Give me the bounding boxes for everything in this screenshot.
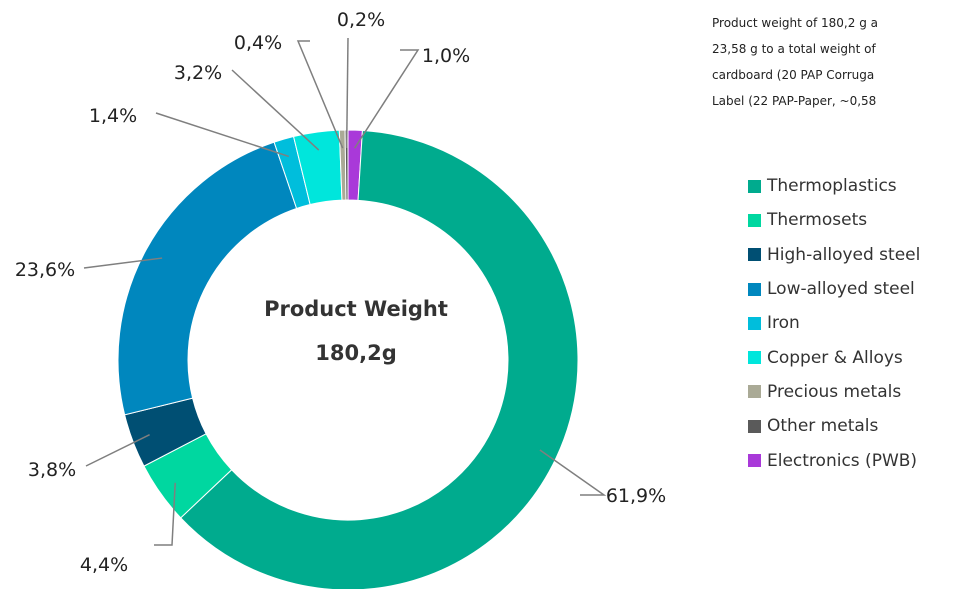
note-line: 23,58 g to a total weight of <box>712 42 876 56</box>
center-label-line-1: Product Weight <box>264 297 448 321</box>
legend-item: High-alloyed steel <box>748 238 920 272</box>
leader-line <box>83 257 163 269</box>
data-label: 0,2% <box>337 9 385 31</box>
legend-item: Thermosets <box>748 203 920 237</box>
data-label: 61,9% <box>606 485 666 507</box>
center-label-line-2: 180,2g <box>315 341 396 365</box>
legend-item: Electronics (PWB) <box>748 443 920 477</box>
data-label: 4,4% <box>80 554 128 576</box>
note-line: Product weight of 180,2 g a <box>712 16 878 30</box>
note-line: cardboard (20 PAP Corruga <box>712 68 875 82</box>
data-label: 1,4% <box>89 105 137 127</box>
legend-label: Thermosets <box>767 210 868 231</box>
legend: Thermoplastics Thermosets High-alloyed ste… <box>748 169 920 478</box>
legend-label: Copper & Alloys <box>767 347 903 368</box>
description-note: Product weight of 180,2 g a 23,58 g to a… <box>712 10 954 114</box>
leader-line <box>231 69 320 151</box>
leader-lines <box>83 37 607 546</box>
legend-label: Thermoplastics <box>767 176 897 197</box>
legend-swatch <box>748 385 761 399</box>
data-label: 3,8% <box>28 459 76 481</box>
legend-item: Iron <box>748 306 920 340</box>
legend-swatch <box>748 351 761 365</box>
leader-line <box>154 482 176 546</box>
legend-label: High-alloyed steel <box>767 244 921 265</box>
leader-line <box>539 449 607 496</box>
data-label: 0,4% <box>234 32 282 54</box>
data-label: 3,2% <box>174 62 222 84</box>
data-labels: 1,0% 61,9% 4,4% 3,8% 23,6% 1,4% 3,2% 0,4% 0,2% <box>15 9 666 576</box>
legend-label: Iron <box>767 313 800 334</box>
legend-swatch <box>748 454 761 468</box>
slice-low-alloyed-steel <box>117 141 298 416</box>
legend-item: Other metals <box>748 409 920 443</box>
legend-swatch <box>748 316 761 330</box>
legend-swatch <box>748 282 761 296</box>
leader-line <box>345 37 349 149</box>
leader-line <box>296 40 344 149</box>
legend-item: Low-alloyed steel <box>748 272 920 306</box>
data-label: 23,6% <box>15 259 75 281</box>
leader-line <box>354 49 420 149</box>
legend-swatch <box>748 248 761 262</box>
legend-swatch <box>748 213 761 227</box>
legend-swatch <box>748 419 761 433</box>
leader-line <box>155 112 290 158</box>
donut-slices <box>117 129 579 589</box>
data-label: 1,0% <box>422 45 470 67</box>
legend-label: Other metals <box>767 416 879 437</box>
leader-line <box>85 434 150 467</box>
legend-item: Thermoplastics <box>748 169 920 203</box>
note-line: Label (22 PAP-Paper, ~0,58 <box>712 94 877 108</box>
donut-chart: 1,0% 61,9% 4,4% 3,8% 23,6% 1,4% 3,2% 0,4% 0,2% P… <box>15 9 666 589</box>
legend-item: Copper & Alloys <box>748 340 920 374</box>
legend-swatch <box>748 179 761 193</box>
legend-label: Precious metals <box>767 381 902 402</box>
legend-item: Precious metals <box>748 375 920 409</box>
slice-thermoplastics <box>179 129 579 589</box>
legend-label: Electronics (PWB) <box>767 450 918 471</box>
legend-label: Low-alloyed steel <box>767 279 915 300</box>
